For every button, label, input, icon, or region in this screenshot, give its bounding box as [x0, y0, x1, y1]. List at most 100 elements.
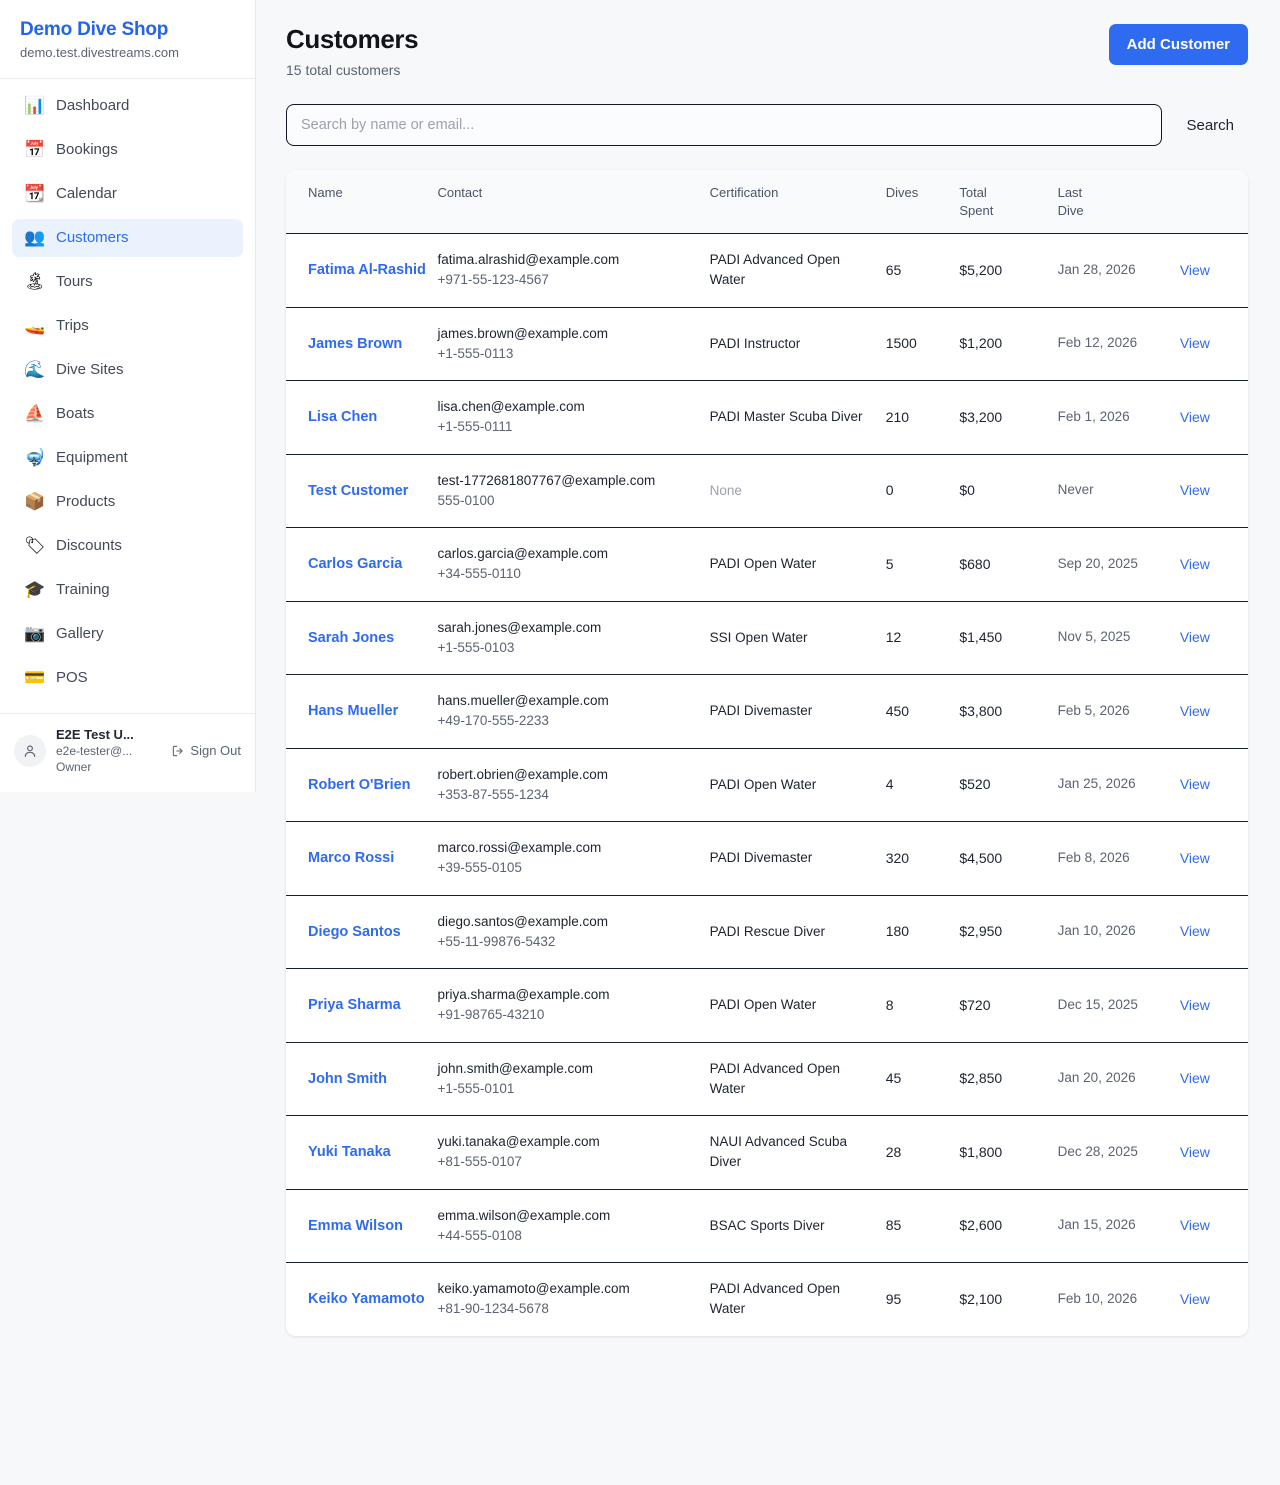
cell-actions: View: [1151, 307, 1248, 382]
view-link[interactable]: View: [1179, 1143, 1210, 1160]
table-row[interactable]: Carlos Garcia carlos.garcia@example.com +3…: [286, 527, 1248, 602]
cell-name: James Brown: [286, 307, 438, 382]
sidebar-item-dashboard[interactable]: 📊 Dashboard: [12, 87, 243, 125]
customer-name-link[interactable]: Carlos Garcia: [308, 556, 403, 573]
calendar-icon: 📅: [24, 140, 46, 160]
view-link[interactable]: View: [1179, 702, 1210, 719]
cell-contact: lisa.chen@example.com +1-555-0111: [437, 380, 710, 455]
table-row[interactable]: Yuki Tanaka yuki.tanaka@example.com +81-55…: [286, 1115, 1248, 1190]
customer-name-link[interactable]: Robert O'Brien: [308, 776, 411, 793]
cell-last-dive: Feb 10, 2026: [1057, 1290, 1138, 1306]
customer-email: diego.santos@example.com: [437, 913, 608, 929]
view-link[interactable]: View: [1179, 261, 1210, 278]
sidebar-item-label: Equipment: [56, 449, 128, 467]
add-customer-button[interactable]: Add Customer: [1108, 24, 1248, 65]
table-row[interactable]: Emma Wilson emma.wilson@example.com +44-55…: [286, 1189, 1248, 1264]
sidebar-item-training[interactable]: 🎓 Training: [12, 571, 243, 609]
customer-name-link[interactable]: Fatima Al-Rashid: [308, 262, 426, 279]
user-role: Owner: [56, 760, 92, 775]
sidebar-item-pos[interactable]: 💳 POS: [12, 659, 243, 697]
cell-last-dive: Feb 12, 2026: [1057, 307, 1152, 382]
table-row[interactable]: James Brown james.brown@example.com +1-555…: [286, 307, 1248, 382]
customer-name-link[interactable]: Keiko Yamamoto: [308, 1291, 425, 1308]
table-row[interactable]: John Smith john.smith@example.com +1-555-0…: [286, 1042, 1248, 1117]
cell-last-dive: Dec 28, 2025: [1057, 1115, 1152, 1190]
view-link[interactable]: View: [1179, 1290, 1210, 1307]
customer-name-link[interactable]: Emma Wilson: [308, 1217, 403, 1234]
view-link[interactable]: View: [1179, 555, 1210, 572]
sidebar-item-tours[interactable]: 🏝 Tours: [12, 263, 243, 301]
cell-total-spent: $5,200: [959, 233, 1058, 308]
customer-name-link[interactable]: John Smith: [308, 1070, 387, 1087]
table-row[interactable]: Test Customer test-1772681807767@example.…: [286, 454, 1248, 529]
customer-name-link[interactable]: Priya Sharma: [308, 997, 401, 1014]
table-row[interactable]: Diego Santos diego.santos@example.com +55-…: [286, 895, 1248, 970]
customer-name-link[interactable]: Yuki Tanaka: [308, 1144, 391, 1161]
column-header-total-spent-line2: Spent: [959, 202, 994, 218]
cell-total-spent: $720: [959, 968, 1058, 1043]
customer-phone: +1-555-0113: [437, 345, 514, 361]
sidebar-item-discounts[interactable]: 🏷 Discounts: [12, 527, 243, 565]
column-header-dives[interactable]: Dives: [885, 170, 960, 235]
table-row[interactable]: Keiko Yamamoto keiko.yamamoto@example.com…: [286, 1263, 1248, 1336]
view-link[interactable]: View: [1179, 408, 1210, 425]
view-link[interactable]: View: [1179, 482, 1210, 499]
sidebar-item-calendar[interactable]: 📆 Calendar: [12, 175, 243, 213]
table-row[interactable]: Lisa Chen lisa.chen@example.com +1-555-011…: [286, 380, 1248, 455]
view-link[interactable]: View: [1179, 849, 1210, 866]
customer-name-link[interactable]: Diego Santos: [308, 923, 401, 940]
column-header-name[interactable]: Name: [286, 170, 438, 235]
cell-last-dive: Jan 20, 2026: [1057, 1042, 1152, 1117]
table-row[interactable]: Hans Mueller hans.mueller@example.com +49-…: [286, 674, 1248, 749]
sidebar-item-gallery[interactable]: 📷 Gallery: [12, 615, 243, 653]
table-row[interactable]: Sarah Jones sarah.jones@example.com +1-555…: [286, 601, 1248, 676]
brand-title: Demo Dive Shop: [20, 19, 169, 40]
cell-last-dive: Nov 5, 2025: [1057, 601, 1152, 676]
customer-name-link[interactable]: Sarah Jones: [308, 629, 395, 646]
sidebar-item-dive-sites[interactable]: 🌊 Dive Sites: [12, 351, 243, 389]
view-link[interactable]: View: [1179, 776, 1210, 793]
column-header-contact[interactable]: Contact: [437, 170, 710, 235]
customer-name-link[interactable]: Marco Rossi: [308, 850, 395, 867]
cell-contact: priya.sharma@example.com +91-98765-43210: [437, 968, 710, 1043]
customer-phone: +44-555-0108: [437, 1227, 522, 1243]
cell-name: Test Customer: [286, 454, 438, 529]
view-link[interactable]: View: [1179, 923, 1210, 940]
customer-phone: +971-55-123-4567: [437, 272, 549, 288]
cell-actions: View: [1151, 1189, 1248, 1264]
cell-actions: View: [1151, 1042, 1248, 1117]
column-header-certification[interactable]: Certification: [709, 170, 886, 235]
cell-actions: View: [1151, 674, 1248, 749]
cell-certification: PADI Master Scuba Diver: [709, 380, 886, 455]
table-row[interactable]: Priya Sharma priya.sharma@example.com +91-…: [286, 968, 1248, 1043]
cell-contact: keiko.yamamoto@example.com +81-90-1234-56…: [437, 1263, 709, 1336]
table-row[interactable]: Marco Rossi marco.rossi@example.com +39-55…: [286, 821, 1248, 896]
brand-block[interactable]: Demo Dive Shop demo.test.divestreams.com: [0, 0, 255, 79]
sidebar-item-boats[interactable]: ⛵ Boats: [12, 395, 243, 433]
view-link[interactable]: View: [1179, 996, 1210, 1013]
column-header-last-dive[interactable]: Last Dive: [1057, 170, 1152, 235]
sidebar-item-trips[interactable]: 🚤 Trips: [12, 307, 243, 345]
cell-last-dive: Feb 1, 2026: [1057, 380, 1152, 455]
sidebar-item-customers[interactable]: 👥 Customers: [12, 218, 243, 257]
search-button[interactable]: Search: [1172, 109, 1248, 142]
customer-name-link[interactable]: Hans Mueller: [308, 703, 399, 720]
search-input[interactable]: [286, 104, 1163, 146]
column-header-total-spent[interactable]: Total Spent: [959, 170, 1058, 235]
view-link[interactable]: View: [1179, 335, 1210, 352]
view-link[interactable]: View: [1179, 629, 1210, 646]
view-link[interactable]: View: [1179, 1217, 1210, 1234]
customer-name-link[interactable]: Lisa Chen: [308, 409, 378, 426]
table-row[interactable]: Robert O'Brien robert.obrien@example.com +…: [286, 748, 1248, 823]
cell-name: Marco Rossi: [286, 821, 438, 896]
sidebar-item-products[interactable]: 📦 Products: [12, 483, 243, 521]
sign-out-button[interactable]: Sign Out: [171, 743, 241, 758]
cell-dives: 85: [885, 1189, 960, 1264]
table-row[interactable]: Fatima Al-Rashid fatima.alrashid@example.…: [286, 233, 1248, 308]
customer-name-link[interactable]: Test Customer: [308, 482, 409, 499]
view-link[interactable]: View: [1179, 1070, 1210, 1087]
customer-name-link[interactable]: James Brown: [308, 335, 403, 352]
sidebar-item-equipment[interactable]: 🤿 Equipment: [12, 439, 243, 477]
sidebar-item-bookings[interactable]: 📅 Bookings: [12, 131, 243, 169]
customer-email: fatima.alrashid@example.com: [437, 252, 620, 268]
